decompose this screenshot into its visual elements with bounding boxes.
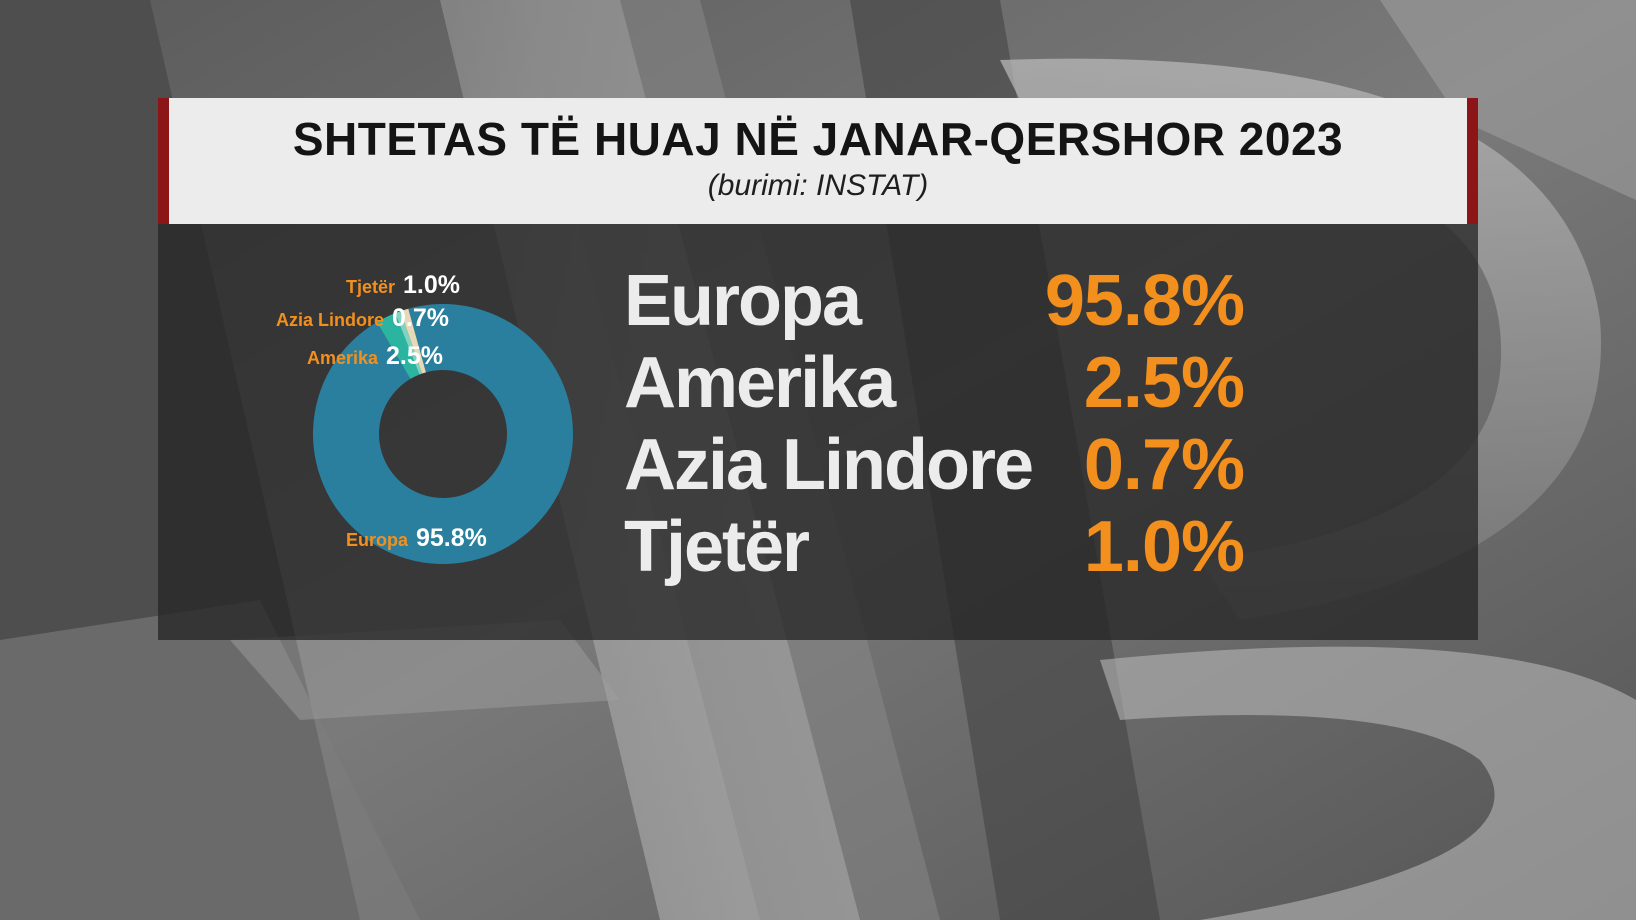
legend-name-europa: Europa (624, 261, 862, 341)
donut-label-value-tjeter: 1.0% (403, 271, 460, 299)
title-panel: SHTETAS TË HUAJ NË JANAR-QERSHOR 2023 (b… (158, 98, 1478, 224)
donut-labels: Europa 95.8% Amerika 2.5%Azia Lindore 0.7% Tj… (276, 271, 487, 552)
legend-name-amerika: Amerika (624, 343, 896, 423)
legend-value-amerika: 2.5% (1083, 343, 1245, 423)
legend-row-azia-lindore: Azia Lindore 0.7% (624, 424, 1245, 506)
donut-slice-amerika (376, 313, 420, 379)
legend-row-tjeter: Tjetër 1.0% (624, 506, 1245, 588)
donut-label-name-europa: Europa (346, 530, 409, 550)
donut-slice-europa (313, 304, 574, 564)
donut-label-name-amerika: Amerika (307, 348, 379, 368)
donut-label-name-tjeter: Tjetër (346, 277, 395, 297)
legend-value-azia-lindore: 0.7% (1083, 425, 1245, 505)
legend-row-europa: Europa 95.8% (624, 260, 1245, 342)
legend-row-amerika: Amerika 2.5% (624, 342, 1245, 424)
chart-subtitle: (burimi: INSTAT) (707, 169, 929, 202)
data-panel: Europa 95.8% Amerika 2.5% Azia Lindore 0.7% Tj… (158, 224, 1478, 640)
chart-title: SHTETAS TË HUAJ NË JANAR-QERSHOR 2023 (292, 113, 1344, 165)
donut-slice-tjeter (400, 308, 426, 374)
legend-value-tjeter: 1.0% (1083, 507, 1245, 587)
donut-slices (313, 304, 574, 564)
donut-label-value-amerika: 2.5% (386, 342, 443, 370)
legend-value-europa: 95.8% (1044, 261, 1245, 341)
donut-label-name-azia-lindore: Azia Lindore (276, 310, 384, 330)
donut-label-value-azia-lindore: 0.7% (392, 304, 449, 332)
donut-label-value-europa: 95.8% (416, 524, 487, 552)
legend-name-tjeter: Tjetër (624, 507, 810, 587)
donut-slice-azia-lindore (395, 311, 423, 375)
legend-name-azia-lindore: Azia Lindore (624, 425, 1034, 505)
donut-chart: Europa 95.8% Amerika 2.5%Azia Lindore 0.7% Tj… (276, 271, 574, 564)
